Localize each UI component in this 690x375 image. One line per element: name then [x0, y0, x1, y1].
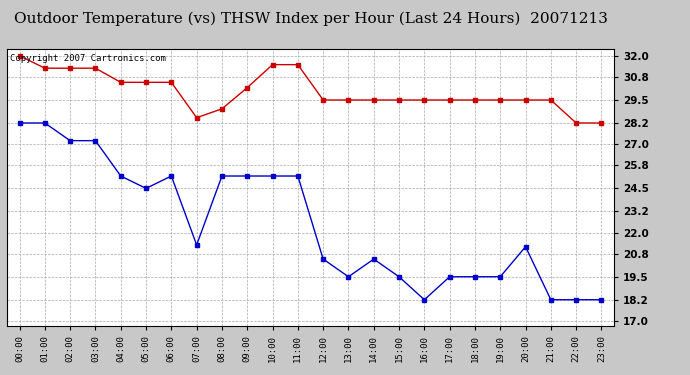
- Text: Copyright 2007 Cartronics.com: Copyright 2007 Cartronics.com: [10, 54, 166, 63]
- Text: Outdoor Temperature (vs) THSW Index per Hour (Last 24 Hours)  20071213: Outdoor Temperature (vs) THSW Index per …: [14, 11, 607, 26]
